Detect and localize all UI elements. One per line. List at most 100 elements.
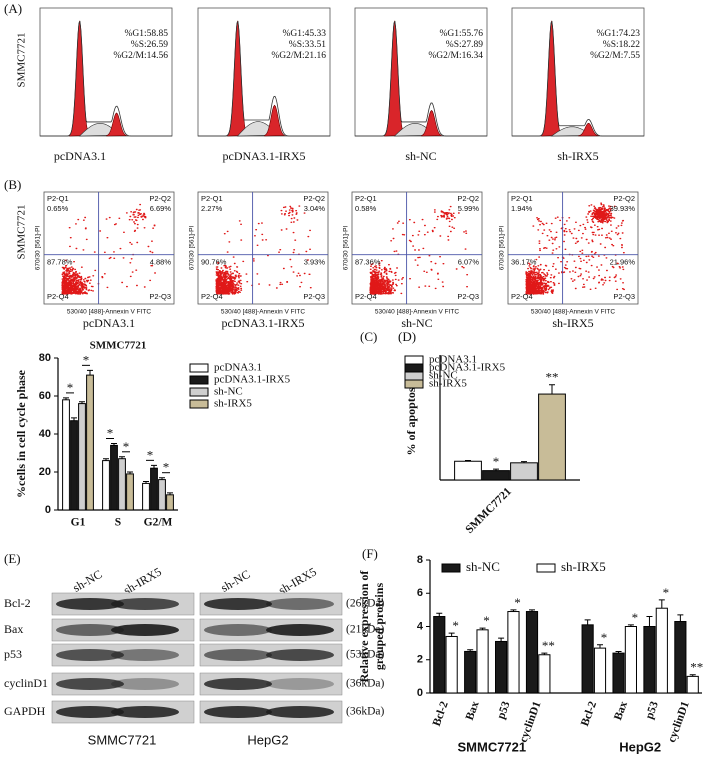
panel-label: (D): [398, 329, 416, 344]
x-tick-label: cyclinD1: [666, 700, 692, 745]
x-tick-label: S: [115, 517, 121, 529]
y-tick-label: 40: [39, 428, 51, 440]
legend-label: pcDNA3.1: [429, 354, 477, 366]
sig-label: *: [601, 630, 608, 645]
error-bar: [167, 492, 173, 495]
protein-name: Bax: [4, 622, 23, 636]
error-bar: [103, 458, 109, 461]
bar: [593, 647, 607, 694]
blot-band: [56, 649, 124, 661]
error-bar: [111, 443, 117, 446]
histogram-outline: [512, 20, 644, 137]
plot-label: pcDNA3.1: [83, 316, 135, 330]
sig-label: *: [483, 613, 490, 628]
quadrant-name: P2-Q1: [47, 194, 69, 203]
g1-peak: [384, 20, 406, 137]
protein-name: GAPDH: [4, 704, 46, 718]
histogram-outline: [198, 20, 330, 137]
y-axis-label: 670/30 [561]-PI: [343, 226, 350, 271]
error-bar: [529, 609, 535, 612]
plot-label: sh-NC: [401, 316, 432, 330]
error-bar: [151, 464, 157, 469]
quadrant-value: 21.96%: [610, 258, 636, 267]
y-axis-label: 670/30 [561]-PI: [189, 226, 196, 271]
error-bar: [627, 624, 634, 627]
lane-label: sh-NC: [218, 567, 252, 595]
blot-band: [204, 706, 272, 718]
x-axis-label: 530/40 [488]-Annexin V FITC: [531, 309, 615, 316]
sig-label: *: [163, 460, 170, 475]
quadrant-value: 0.58%: [355, 204, 377, 213]
histogram-outline: [355, 20, 487, 137]
legend-swatch: [189, 387, 209, 397]
panel-label: (B): [4, 177, 21, 192]
bar: [445, 635, 458, 694]
x-tick-label: SMMC7721: [463, 485, 514, 536]
sig-label: *: [83, 352, 90, 367]
phase-stat: %S:26.59: [131, 40, 168, 50]
error-bar: [79, 401, 85, 404]
x-tick-label: p53: [495, 700, 512, 721]
legend-label: sh-IRX5: [429, 378, 467, 390]
x-tick-label: G1: [71, 517, 86, 529]
quadrant-value: 36.17%: [511, 258, 537, 267]
blot-band: [204, 678, 272, 690]
sig-label: *: [514, 595, 521, 610]
quadrant-value: 6.69%: [150, 204, 172, 213]
error-bar: [541, 652, 548, 655]
quadrant-name: P2-Q1: [511, 194, 533, 203]
bar: [538, 393, 566, 481]
blot-band: [266, 624, 334, 636]
y-tick-label: 6: [417, 587, 423, 599]
y-axis-label: 670/30 [561]-PI: [499, 226, 506, 271]
quadrant-name: P2-Q3: [149, 292, 171, 301]
x-tick-label: cyclinD1: [518, 700, 544, 745]
blot-band: [204, 624, 272, 636]
lane-label: sh-IRX5: [276, 565, 319, 598]
error-bar: [689, 674, 696, 677]
group-label: HepG2: [619, 739, 661, 754]
protein-size: (53kDa): [346, 649, 384, 661]
error-bar: [127, 471, 133, 474]
quadrant-name: P2-Q3: [457, 292, 479, 301]
x-tick-label: Bax: [612, 700, 630, 722]
x-tick-label: Bcl-2: [579, 700, 599, 728]
g2-peak: [578, 122, 599, 137]
quadrant-value: 1.94%: [511, 204, 533, 213]
error-bar: [87, 369, 93, 376]
error-bar: [479, 627, 486, 630]
blot-band: [266, 598, 334, 610]
sig-label: *: [663, 585, 670, 600]
cell-line-label: SMMC7721: [88, 732, 157, 747]
sig-label: **: [542, 638, 555, 653]
blot-band: [204, 649, 272, 661]
quadrant-name: P2-Q4: [201, 292, 223, 301]
phase-stat: %G2/M:7.55: [590, 51, 640, 61]
y-axis-label: grouped proteins: [372, 583, 386, 671]
sig-label: *: [123, 439, 130, 454]
bar: [70, 420, 78, 511]
phase-stat: %G2/M:14.56: [113, 51, 168, 61]
bar: [464, 650, 477, 694]
blot-band: [266, 678, 334, 690]
quadrant-value: 87.36%: [355, 258, 381, 267]
error-bar: [493, 468, 499, 471]
blot-band: [111, 649, 179, 661]
protein-name: p53: [4, 647, 22, 661]
error-bar: [584, 619, 591, 625]
quadrant-value: 3.93%: [304, 258, 326, 267]
y-axis-label: 670/30 [561]-PI: [35, 226, 42, 271]
bar: [102, 460, 110, 511]
g1-peak: [227, 20, 249, 137]
sig-label: *: [147, 447, 154, 462]
blot-band: [266, 649, 334, 661]
bar: [674, 621, 687, 694]
legend-swatch: [189, 375, 209, 385]
bar: [454, 460, 482, 481]
y-tick-label: 0: [45, 504, 51, 516]
y-axis-label: % of apoptosis: [404, 379, 418, 455]
panel-label: (A): [4, 1, 22, 16]
error-bar: [448, 632, 455, 637]
bar: [495, 640, 508, 694]
